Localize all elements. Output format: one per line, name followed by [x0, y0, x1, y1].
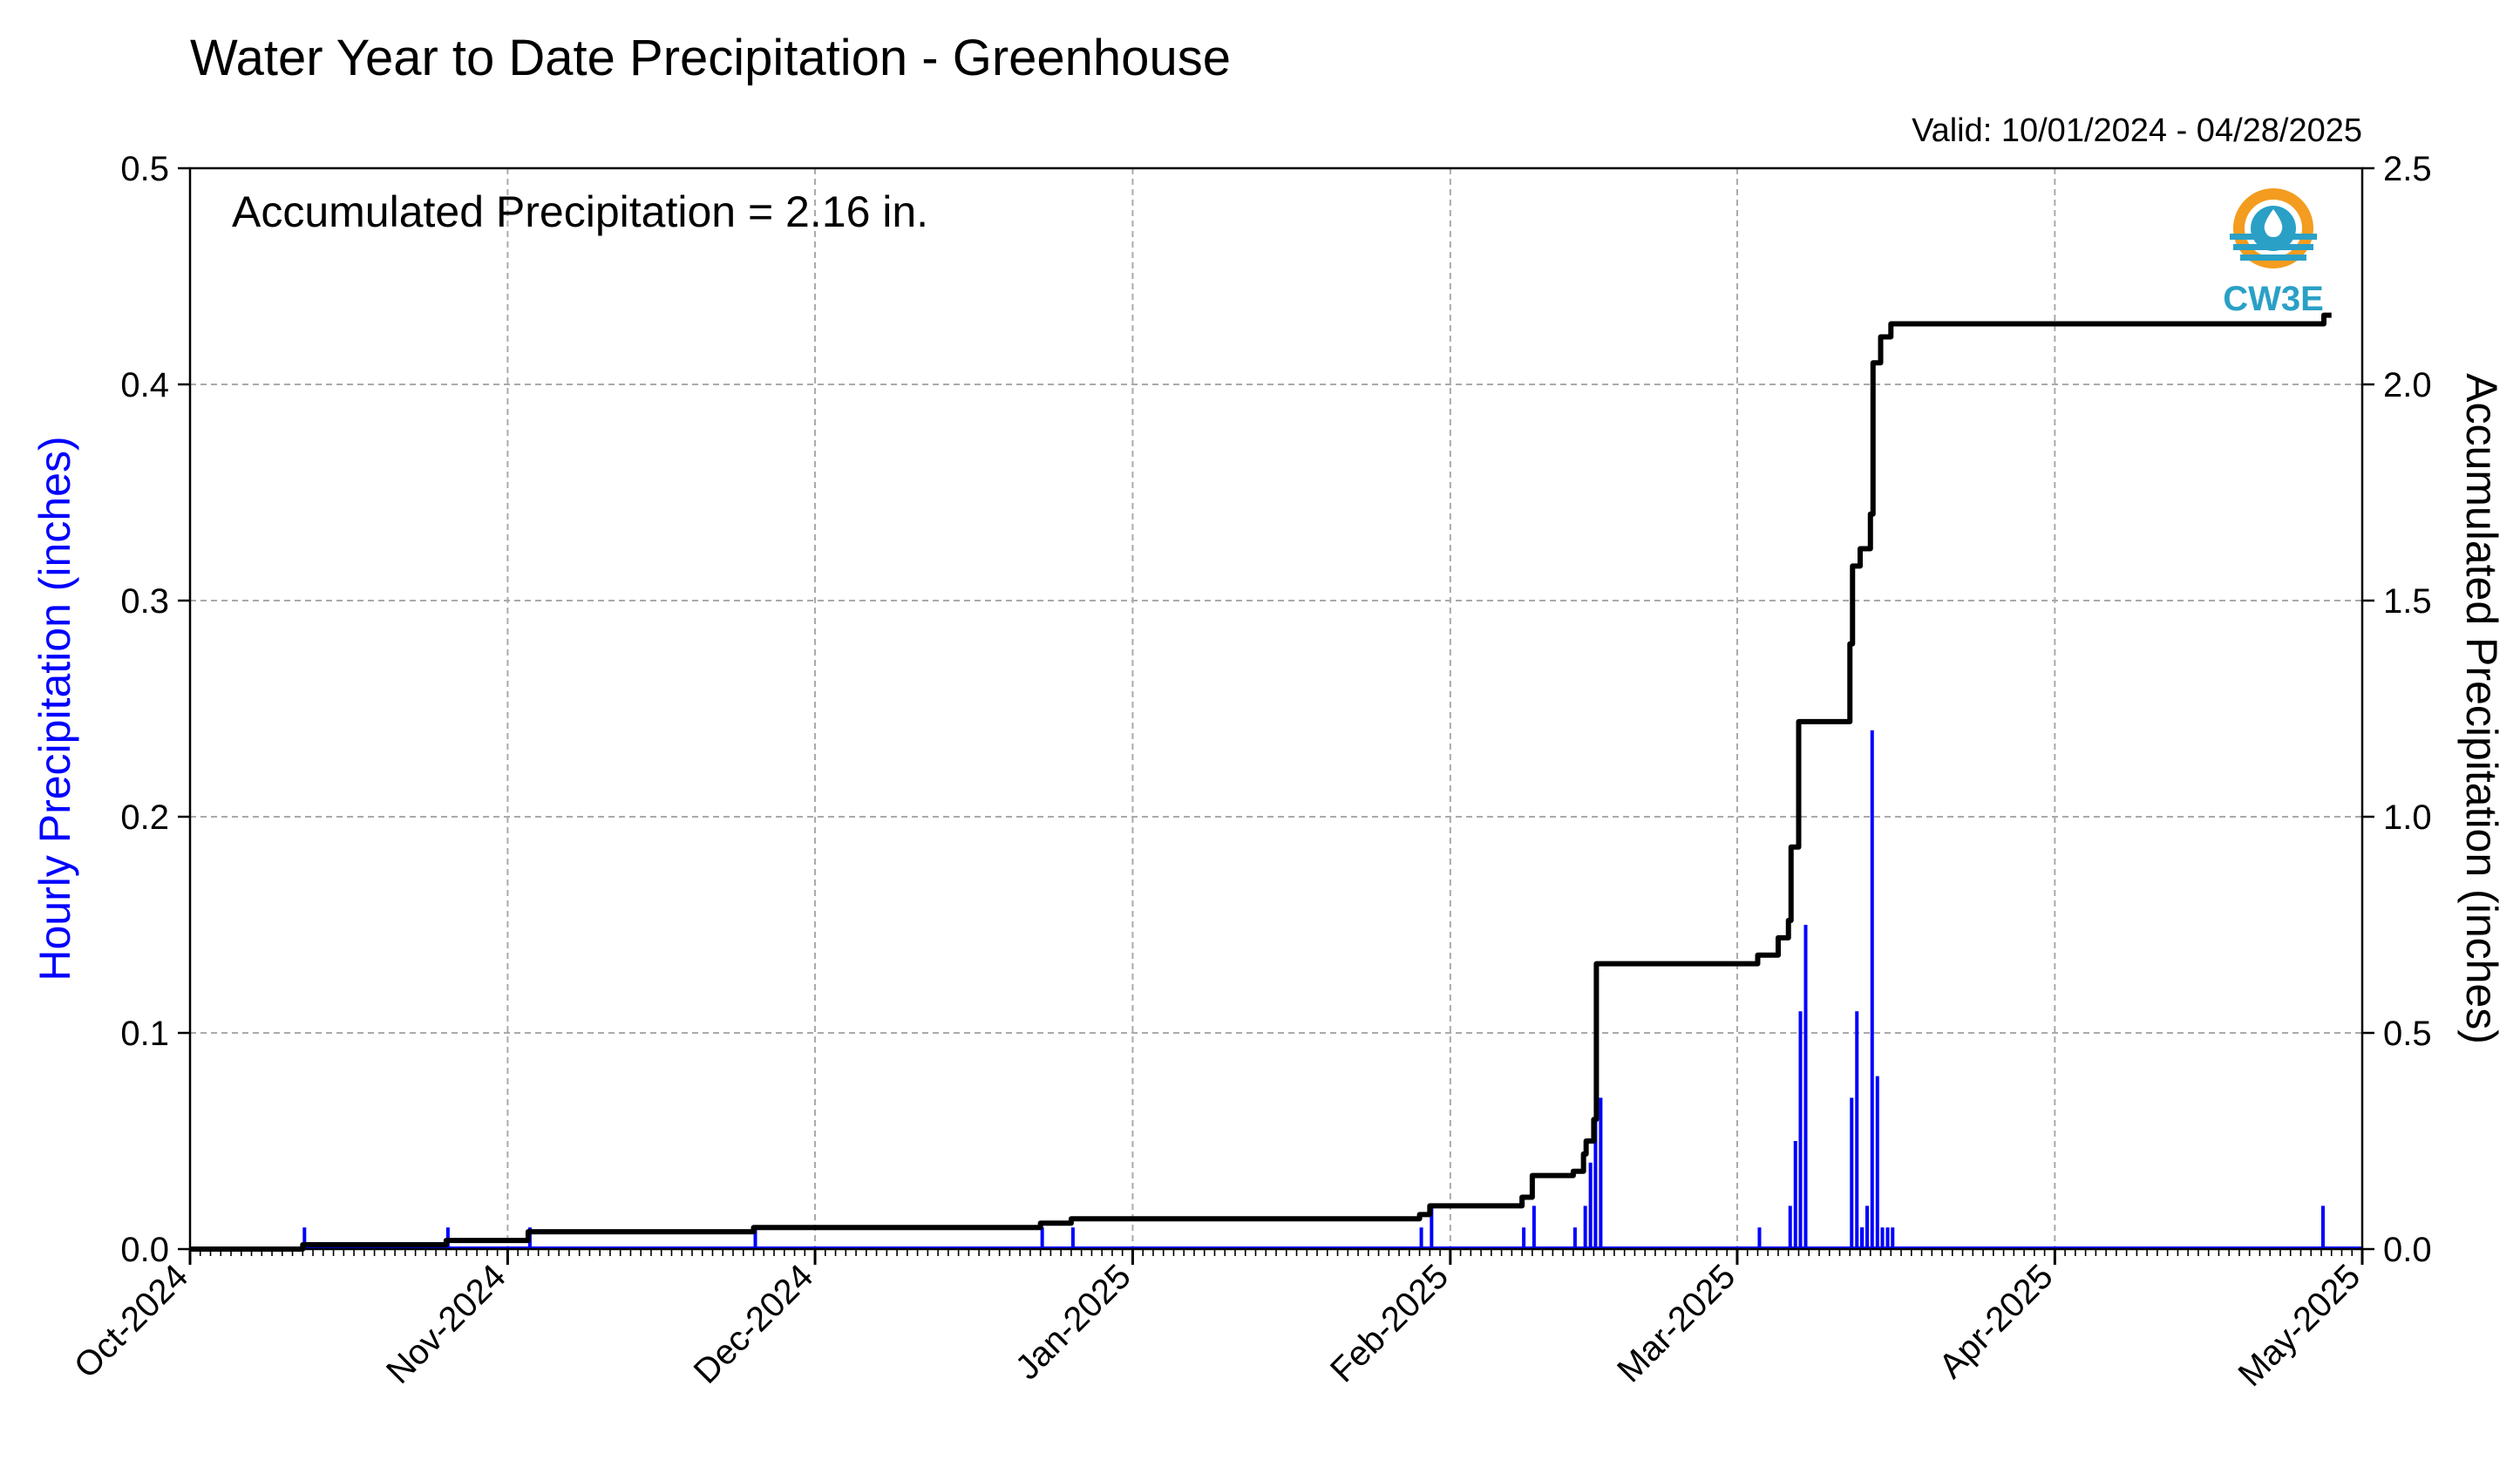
y-tick-label-left: 0.2: [120, 798, 169, 837]
logo-text: CW3E: [2223, 280, 2324, 318]
chart-title: Water Year to Date Precipitation - Green…: [190, 30, 1231, 86]
hourly-bar: [1599, 1097, 1603, 1249]
logo-wave-2-icon: [2233, 244, 2313, 250]
accumulated-line: [190, 312, 2332, 1252]
hourly-bar: [1070, 1227, 1075, 1249]
hourly-bar: [1532, 1206, 1536, 1249]
accumulated-series-line: [190, 312, 2332, 1252]
cw3e-logo: CW3E: [2223, 188, 2324, 318]
hourly-bar: [1593, 1119, 1598, 1249]
hourly-bar: [1870, 730, 1874, 1249]
y-tick-label-right: 1.5: [2383, 582, 2432, 621]
y-tick-label-left: 0.3: [120, 582, 169, 621]
y-tick-label-right: 1.0: [2383, 798, 2432, 837]
hourly-bar: [1522, 1227, 1526, 1249]
y-axis-right: 0.0 0.5 1.0 1.5 2.0 2.5: [2362, 150, 2432, 1269]
hourly-bar: [1885, 1227, 1890, 1249]
hourly-bar: [1757, 1227, 1762, 1249]
hourly-bar: [1865, 1206, 1870, 1249]
hourly-bar: [1850, 1097, 1854, 1249]
y-axis-left: 0.0 0.1 0.2 0.3 0.4 0.5: [120, 150, 190, 1269]
chart-subtitle: Valid: 10/01/2024 - 04/28/2025: [1912, 112, 2362, 149]
hourly-bar: [2320, 1206, 2325, 1249]
hourly-bar: [1793, 1141, 1797, 1249]
hourly-bar: [1788, 1206, 1792, 1249]
hourly-bar: [1860, 1227, 1865, 1249]
y-tick-label-left: 0.0: [120, 1231, 169, 1269]
hourly-bar: [1891, 1227, 1895, 1249]
hourly-bar: [302, 1227, 307, 1249]
hourly-bar: [1880, 1227, 1885, 1249]
logo-wave-3-icon: [2240, 255, 2306, 261]
hourly-bar: [1803, 925, 1808, 1249]
y-tick-label-left: 0.5: [120, 150, 169, 188]
y-tick-label-right: 2.0: [2383, 366, 2432, 404]
logo-drop-icon: [2264, 209, 2283, 237]
hourly-bar: [1572, 1227, 1577, 1249]
y-tick-label-left: 0.4: [120, 366, 169, 404]
hourly-bars: [190, 730, 2362, 1249]
hourly-bar: [1040, 1227, 1044, 1249]
accumulated-annotation: Accumulated Precipitation = 2.16 in.: [232, 187, 928, 236]
hourly-bar: [1798, 1011, 1803, 1249]
y-axis-left-label: Hourly Precipitation (inches): [31, 436, 79, 981]
y-tick-label-right: 0.0: [2383, 1231, 2432, 1269]
hourly-bar: [1419, 1227, 1423, 1249]
grid: [190, 168, 2362, 1249]
hourly-bar: [1583, 1206, 1587, 1249]
hourly-bar: [1588, 1162, 1593, 1249]
y-tick-label-right: 0.5: [2383, 1015, 2432, 1053]
hourly-bar: [753, 1227, 757, 1249]
hourly-bar: [1875, 1076, 1879, 1249]
y-tick-label-right: 2.5: [2383, 150, 2432, 188]
hourly-bar: [1855, 1011, 1859, 1249]
y-axis-right-label: Accumulated Precipitation (inches): [2457, 373, 2506, 1044]
y-tick-label-left: 0.1: [120, 1015, 169, 1053]
hourly-bar: [1430, 1206, 1434, 1249]
